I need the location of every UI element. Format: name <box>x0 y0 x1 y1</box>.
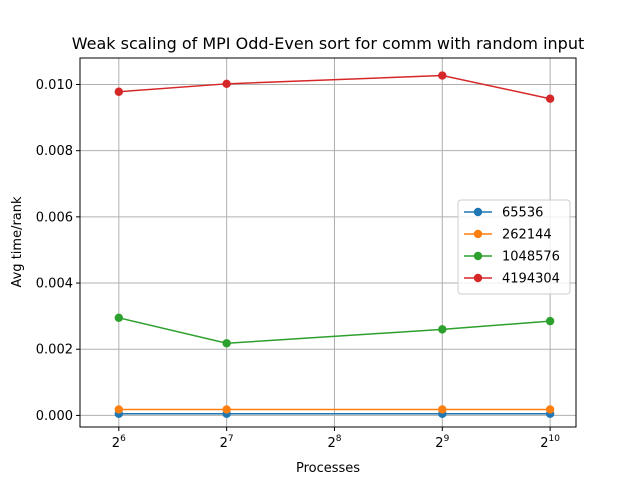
x-tick-label: 26 <box>112 434 126 451</box>
legend-label: 1048576 <box>502 250 560 265</box>
data-point <box>438 71 447 80</box>
data-point <box>545 94 555 103</box>
data-point <box>545 405 555 414</box>
data-point <box>222 79 231 89</box>
series-layer <box>114 71 555 418</box>
series-4194304 <box>114 71 555 103</box>
legend-label: 65536 <box>502 206 543 221</box>
legend-marker <box>473 251 483 261</box>
data-point <box>438 325 447 334</box>
data-point <box>222 339 231 348</box>
series-line <box>118 317 551 345</box>
data-point <box>438 405 447 414</box>
legend-marker <box>473 273 483 283</box>
grid <box>80 58 576 427</box>
y-tick-label: 0.002 <box>36 343 73 358</box>
series-262144 <box>114 405 555 414</box>
y-tick-label: 0.010 <box>36 78 73 93</box>
data-point <box>114 87 124 96</box>
legend-item: 1048576 <box>464 250 560 265</box>
legend-marker <box>473 229 483 239</box>
series-line <box>118 74 551 100</box>
x-tick-label: 29 <box>435 434 449 451</box>
x-tick-label: 27 <box>220 434 234 451</box>
legend-item: 262144 <box>464 228 552 243</box>
chart-title: Weak scaling of MPI Odd-Even sort for co… <box>72 34 585 53</box>
legend-label: 262144 <box>502 228 552 243</box>
y-tick-label: 0.006 <box>36 210 73 225</box>
data-point <box>114 313 124 322</box>
legend-box <box>457 199 571 295</box>
x-tick-label: 28 <box>327 434 341 451</box>
y-tick-label: 0.008 <box>36 144 73 159</box>
legend-item: 65536 <box>464 206 543 221</box>
legend: 65536 262144 1048576 4194304 <box>457 199 571 295</box>
legend-label: 4194304 <box>502 272 560 287</box>
plot-frame <box>79 57 577 428</box>
x-axis-label: Processes <box>296 461 360 476</box>
y-tick-label: 0.004 <box>36 277 73 292</box>
ticks: 26 27 28 29 210 0.000 0.002 0.004 0.006 0.008 0.01… <box>36 78 560 451</box>
legend-marker <box>473 207 483 217</box>
data-point <box>545 316 555 326</box>
x-tick-label: 210 <box>540 434 560 451</box>
data-point <box>114 405 124 414</box>
legend-item: 4194304 <box>464 272 560 287</box>
data-point <box>222 405 231 414</box>
series-1048576 <box>114 313 555 348</box>
y-tick-label: 0.000 <box>36 409 73 424</box>
y-axis-label: Avg time/rank <box>10 196 25 288</box>
